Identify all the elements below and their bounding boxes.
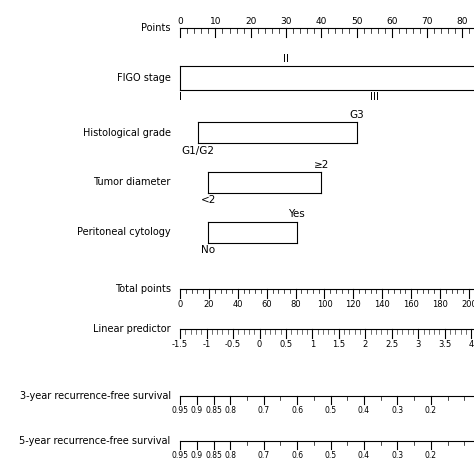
- Text: 0.2: 0.2: [425, 451, 437, 460]
- Text: 0.6: 0.6: [291, 406, 303, 415]
- Text: 0.8: 0.8: [224, 406, 236, 415]
- Text: -0.5: -0.5: [225, 340, 241, 349]
- Text: No: No: [201, 245, 215, 255]
- Text: 0.85: 0.85: [205, 406, 222, 415]
- Text: Yes: Yes: [288, 210, 305, 219]
- Text: FIGO stage: FIGO stage: [117, 73, 171, 83]
- Text: 0: 0: [177, 17, 183, 26]
- Text: Tumor diameter: Tumor diameter: [93, 177, 171, 188]
- Text: 40: 40: [316, 17, 327, 26]
- Text: 0.5: 0.5: [279, 340, 292, 349]
- Text: Linear predictor: Linear predictor: [93, 324, 171, 335]
- Text: 70: 70: [421, 17, 433, 26]
- Text: -1: -1: [202, 340, 211, 349]
- Text: 1.5: 1.5: [332, 340, 346, 349]
- Text: 0.4: 0.4: [358, 451, 370, 460]
- Text: 200: 200: [461, 300, 474, 309]
- Text: 5-year recurrence-free survival: 5-year recurrence-free survival: [19, 436, 171, 446]
- Text: 10: 10: [210, 17, 221, 26]
- Text: 0.3: 0.3: [392, 406, 403, 415]
- Text: 0.3: 0.3: [392, 451, 403, 460]
- Text: 0.4: 0.4: [358, 406, 370, 415]
- Text: 0.2: 0.2: [425, 406, 437, 415]
- Text: III: III: [370, 92, 379, 102]
- Text: 0.5: 0.5: [325, 406, 337, 415]
- Text: 80: 80: [456, 17, 468, 26]
- Text: <2: <2: [201, 195, 216, 205]
- Text: 3.5: 3.5: [438, 340, 451, 349]
- Text: 2: 2: [363, 340, 368, 349]
- Text: 0.7: 0.7: [258, 406, 270, 415]
- Text: Peritoneal cytology: Peritoneal cytology: [77, 227, 171, 237]
- Text: Points: Points: [141, 23, 171, 34]
- Text: 180: 180: [432, 300, 448, 309]
- Text: 50: 50: [351, 17, 362, 26]
- Text: 160: 160: [403, 300, 419, 309]
- Text: G3: G3: [349, 110, 364, 120]
- Text: 120: 120: [346, 300, 361, 309]
- Text: ≥2: ≥2: [314, 160, 329, 170]
- Text: 60: 60: [262, 300, 272, 309]
- Text: 0.9: 0.9: [191, 406, 203, 415]
- Text: 30: 30: [280, 17, 292, 26]
- Text: 0.6: 0.6: [291, 451, 303, 460]
- Text: Histological grade: Histological grade: [82, 128, 171, 138]
- Text: 3-year recurrence-free survival: 3-year recurrence-free survival: [19, 391, 171, 401]
- Text: G1/G2: G1/G2: [181, 146, 214, 155]
- Text: 20: 20: [204, 300, 214, 309]
- Text: 1: 1: [310, 340, 315, 349]
- Text: 0.9: 0.9: [191, 451, 203, 460]
- Text: -1.5: -1.5: [172, 340, 188, 349]
- Text: 140: 140: [374, 300, 390, 309]
- Text: 0.85: 0.85: [205, 451, 222, 460]
- Text: 0.95: 0.95: [172, 451, 189, 460]
- Text: Total points: Total points: [115, 284, 171, 294]
- Text: 60: 60: [386, 17, 398, 26]
- Text: 40: 40: [233, 300, 243, 309]
- Text: 0.5: 0.5: [325, 451, 337, 460]
- Text: 3: 3: [416, 340, 421, 349]
- Text: II: II: [283, 54, 289, 64]
- Text: 0.8: 0.8: [224, 451, 236, 460]
- Text: 4: 4: [469, 340, 474, 349]
- Text: I: I: [179, 92, 182, 102]
- Text: 80: 80: [290, 300, 301, 309]
- Text: 100: 100: [317, 300, 332, 309]
- Text: 0: 0: [257, 340, 262, 349]
- Text: 2.5: 2.5: [385, 340, 399, 349]
- Text: 0.7: 0.7: [258, 451, 270, 460]
- Text: 0.95: 0.95: [172, 406, 189, 415]
- Text: 20: 20: [245, 17, 256, 26]
- Text: 0: 0: [177, 300, 183, 309]
